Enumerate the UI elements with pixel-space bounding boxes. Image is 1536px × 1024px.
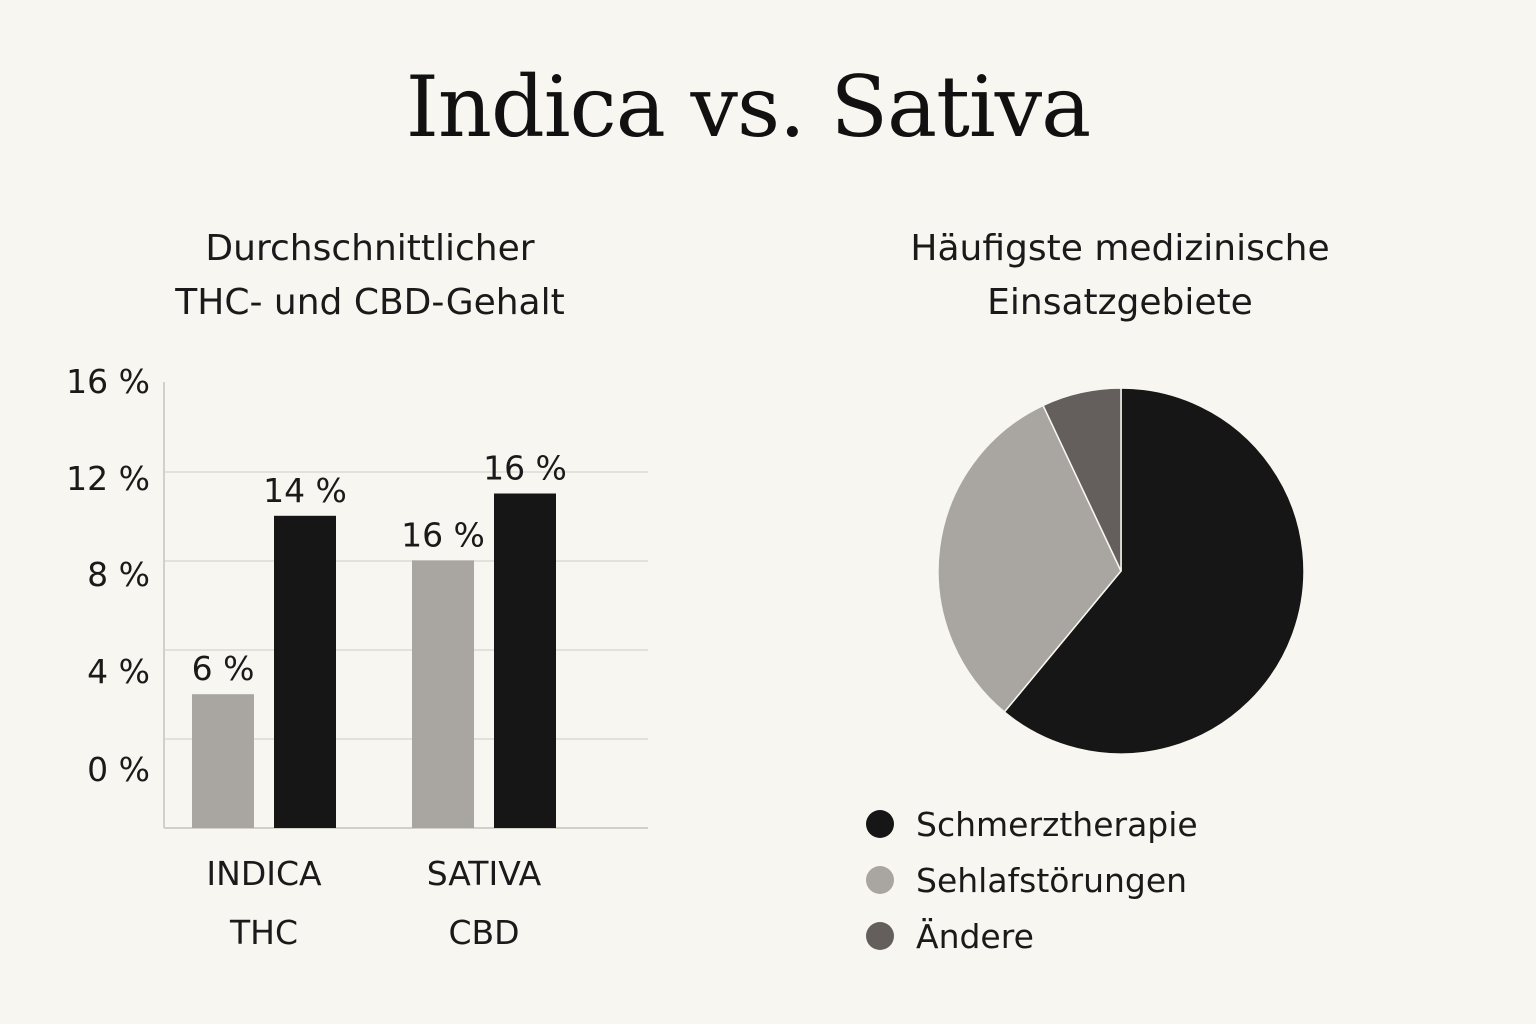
pie-slice: [1042, 387, 1122, 572]
legend-item: Schmerztherapie: [866, 796, 1198, 852]
x-category-sublabel: CBD: [448, 913, 519, 952]
bar-value-label: 14 %: [263, 471, 347, 510]
pie-slice: [937, 404, 1122, 714]
y-tick-label: 8 %: [87, 555, 150, 594]
pie-chart-title-line-1: Häufigste medizinische: [910, 228, 1330, 269]
bar-value-label: 16 %: [483, 449, 567, 488]
bar-chart-title: Durchschnittlicher THC- und CBD-Gehalt: [100, 222, 640, 330]
bar-value-label: 16 %: [401, 515, 485, 554]
legend-label: Sehlafstörungen: [916, 860, 1188, 900]
bar: [274, 515, 336, 828]
bar-chart: 16 % 12 % 8 % 4 % 0 % 6 % 14 % INDICA THC 16 % 16 …: [66, 362, 648, 952]
legend-item: Ändere: [866, 908, 1198, 964]
y-tick-label: 4 %: [87, 652, 150, 691]
pie-slice: [1003, 387, 1305, 755]
bar-value-label: 6 %: [192, 649, 255, 688]
pie-chart: [937, 387, 1305, 755]
legend-swatch: [866, 922, 894, 950]
bar: [494, 493, 556, 828]
x-category-sublabel: THC: [229, 913, 298, 952]
x-category-label: SATIVA: [427, 854, 542, 893]
pie-legend: Schmerztherapie Sehlafstörungen Ändere: [866, 796, 1198, 964]
bar-chart-title-line-1: Durchschnittlicher: [205, 228, 535, 269]
pie-chart-title-line-2: Einsatzgebiete: [987, 282, 1253, 323]
legend-label: Ändere: [916, 916, 1034, 956]
x-category-label: INDICA: [206, 854, 322, 893]
bar: [412, 560, 474, 828]
bar-chart-title-line-2: THC- und CBD-Gehalt: [175, 282, 565, 323]
legend-label: Schmerztherapie: [916, 804, 1198, 844]
legend-swatch: [866, 810, 894, 838]
legend-swatch: [866, 866, 894, 894]
bar: [192, 694, 254, 828]
page-title: Indica vs. Sativa: [405, 58, 1092, 156]
y-tick-label: 16 %: [66, 362, 150, 401]
y-tick-label: 0 %: [87, 750, 150, 789]
y-tick-label: 12 %: [66, 459, 150, 498]
pie-chart-title: Häufigste medizinische Einsatzgebiete: [870, 222, 1370, 330]
legend-item: Sehlafstörungen: [866, 852, 1198, 908]
